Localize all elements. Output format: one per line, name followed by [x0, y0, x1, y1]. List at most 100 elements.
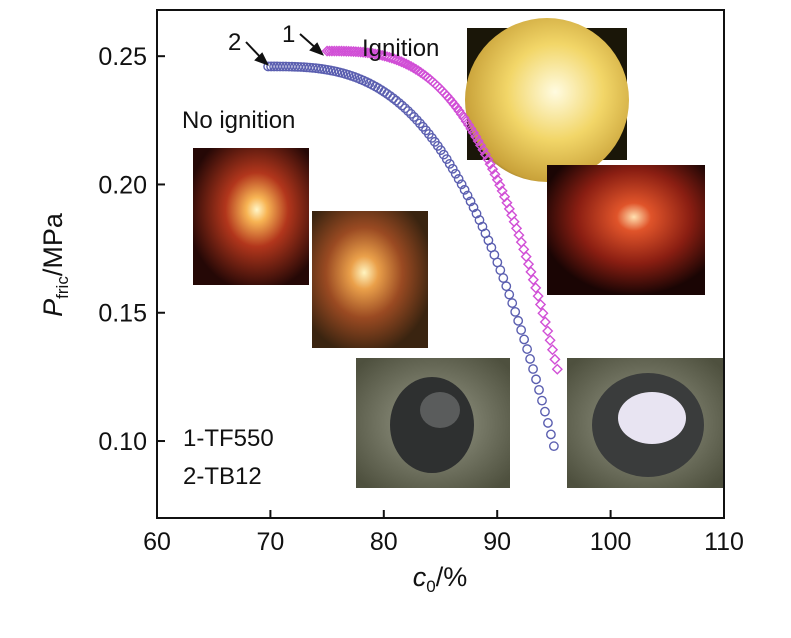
series-2-arrow	[245, 41, 270, 66]
data-point	[513, 315, 524, 326]
data-point	[462, 119, 475, 131]
data-point	[400, 103, 410, 114]
data-point	[343, 45, 355, 57]
data-point	[467, 127, 479, 139]
photo-no-ignition-1	[193, 148, 309, 285]
data-point	[477, 144, 489, 156]
data-point	[459, 184, 470, 195]
series-1-marker-label: 1	[282, 21, 295, 48]
data-point	[482, 153, 494, 165]
series-layer	[263, 45, 563, 452]
data-point	[340, 45, 352, 57]
data-point	[504, 289, 515, 300]
x-tick-label: 60	[143, 528, 171, 556]
x-tick-label: 90	[483, 528, 511, 556]
data-point	[397, 100, 407, 111]
data-point	[470, 131, 482, 143]
data-point	[527, 274, 539, 286]
x-axis-title: c0/%	[413, 562, 467, 596]
data-point	[331, 45, 343, 57]
series-1	[321, 45, 563, 375]
data-point	[447, 163, 458, 174]
data-point	[551, 363, 563, 375]
plot-frame	[156, 9, 725, 519]
x-tick-label: 100	[590, 528, 632, 556]
data-point	[525, 266, 537, 278]
data-point	[403, 59, 415, 71]
data-point	[491, 174, 503, 186]
legend-entry-1: 1-TF550	[183, 425, 274, 452]
y-tick-label: 0.15	[98, 300, 147, 328]
data-point	[522, 344, 533, 354]
data-point	[532, 290, 544, 302]
data-point	[460, 115, 472, 127]
data-point	[498, 273, 509, 283]
data-point	[534, 384, 544, 395]
data-point	[495, 265, 506, 276]
data-point	[516, 325, 527, 335]
data-point	[537, 307, 549, 319]
data-point	[540, 406, 550, 417]
data-point	[406, 109, 416, 119]
data-point	[462, 190, 473, 201]
data-point	[455, 108, 467, 120]
data-point	[510, 306, 521, 317]
data-point	[501, 281, 512, 292]
data-point	[328, 45, 340, 57]
series-2-marker-label: 2	[228, 29, 241, 56]
data-point	[458, 112, 470, 124]
data-point	[326, 45, 338, 57]
data-point	[494, 179, 506, 191]
photo-ignition-large	[465, 18, 629, 182]
series-2	[263, 61, 559, 452]
data-point	[484, 158, 496, 170]
data-point	[546, 344, 559, 356]
annotation-no-ignition: No ignition	[182, 107, 295, 134]
data-point	[544, 334, 556, 346]
data-point	[519, 334, 530, 345]
data-point	[549, 353, 561, 365]
series-1-arrow	[299, 33, 325, 56]
data-point	[486, 163, 499, 175]
data-point	[474, 139, 487, 151]
data-point	[465, 196, 476, 207]
data-point	[400, 58, 412, 70]
data-point	[537, 395, 547, 406]
data-point	[549, 441, 559, 452]
data-point	[333, 45, 345, 57]
data-point	[412, 115, 422, 125]
data-point	[453, 174, 464, 184]
data-point	[542, 325, 554, 337]
photo-sample-no-ignition	[356, 358, 510, 488]
y-axis: 0.10 0.15 0.20 0.25	[98, 43, 165, 456]
x-tick-label: 70	[256, 528, 284, 556]
data-point	[479, 148, 491, 161]
data-point	[530, 282, 542, 294]
photo-sample-ignition	[567, 358, 723, 488]
data-point	[507, 298, 518, 308]
photo-no-ignition-2	[312, 211, 428, 348]
data-point	[323, 45, 336, 57]
annotation-ignition: Ignition	[362, 35, 439, 62]
data-point	[456, 179, 467, 190]
data-point	[534, 298, 547, 311]
data-point	[321, 45, 333, 57]
data-point	[403, 106, 413, 116]
data-point	[345, 45, 357, 58]
data-point	[525, 354, 535, 364]
data-point	[398, 57, 410, 69]
data-point	[468, 202, 479, 213]
data-point	[489, 168, 501, 180]
y-tick-label: 0.25	[98, 43, 147, 71]
y-axis-title: Pfric/MPa	[38, 212, 72, 317]
data-point	[450, 168, 461, 179]
x-axis: 60 70 80 90 100 110	[143, 510, 744, 556]
data-point	[394, 98, 405, 108]
data-point	[465, 123, 477, 135]
data-point	[347, 45, 360, 58]
data-point	[543, 418, 553, 428]
data-point	[405, 60, 417, 73]
photo-ignition-red	[547, 165, 705, 295]
data-point	[444, 158, 455, 169]
